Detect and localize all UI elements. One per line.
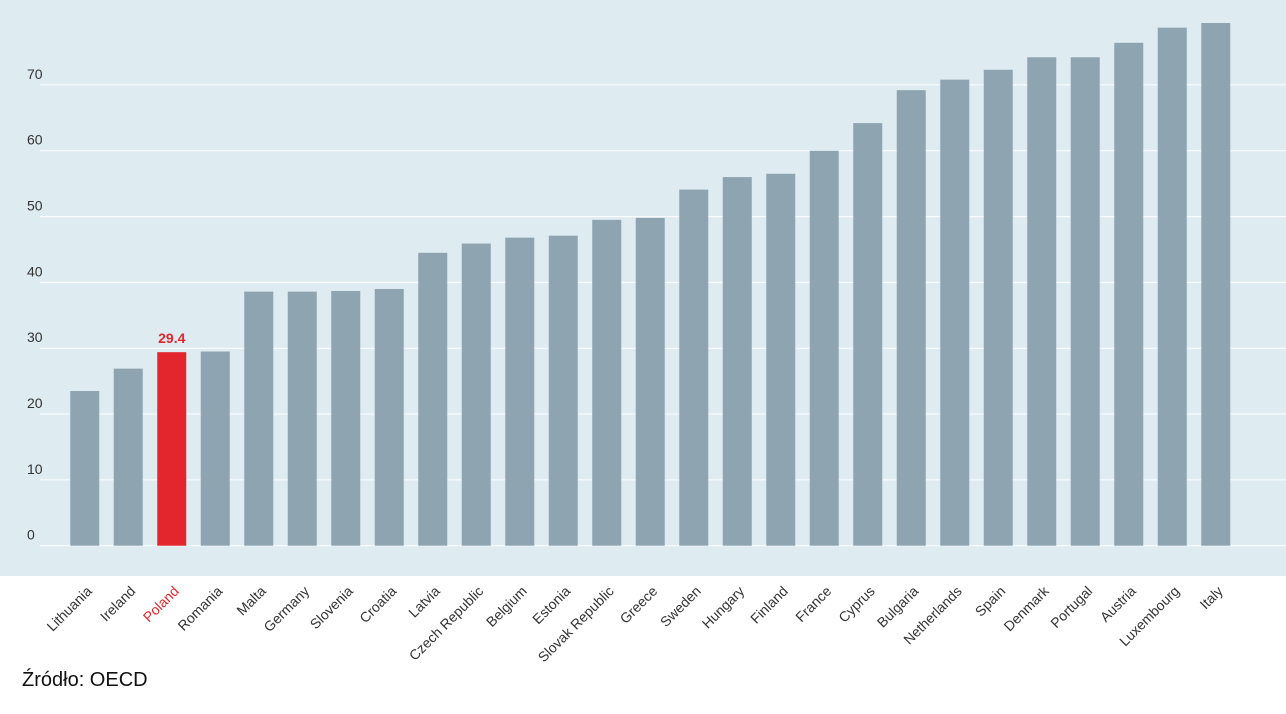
bar <box>157 352 187 546</box>
x-tick-label: Slovenia <box>307 583 356 632</box>
bar <box>853 123 883 546</box>
y-tick-label: 10 <box>27 461 43 477</box>
bar <box>505 237 535 546</box>
x-tick-label: Portugal <box>1047 583 1095 631</box>
y-tick-label: 70 <box>27 66 43 82</box>
x-tick-label: Belgium <box>483 583 530 630</box>
y-tick-label: 30 <box>27 329 43 345</box>
x-tick-label: Germany <box>260 583 312 635</box>
y-tick-label: 0 <box>27 527 35 543</box>
bar <box>1027 57 1057 546</box>
bar <box>940 79 970 546</box>
bar <box>722 177 752 546</box>
bar <box>1070 57 1100 546</box>
y-tick-label: 60 <box>27 132 43 148</box>
bar <box>983 69 1013 546</box>
x-tick-label: Greece <box>617 583 661 627</box>
bar <box>418 252 448 546</box>
bar <box>896 90 926 546</box>
bar <box>679 189 709 546</box>
x-tick-label: Latvia <box>405 583 443 621</box>
bar <box>113 368 143 546</box>
bar <box>1157 27 1187 546</box>
source-note: Źródło: OECD <box>22 668 148 691</box>
x-tick-label: Austria <box>1097 583 1139 625</box>
x-tick-label: Poland <box>140 583 182 625</box>
x-tick-label: Hungary <box>699 583 748 632</box>
bar <box>1114 42 1144 546</box>
bar <box>1201 23 1231 546</box>
x-tick-label: Finland <box>747 583 791 627</box>
bar <box>635 217 665 546</box>
x-tick-label: Italy <box>1196 583 1225 612</box>
y-tick-label: 50 <box>27 198 43 214</box>
bar <box>592 219 622 546</box>
bar <box>548 235 578 546</box>
x-tick-label: Romania <box>174 583 225 634</box>
x-tick-label: Sweden <box>657 583 704 630</box>
x-tick-label: Czech Republic <box>406 583 487 664</box>
bar <box>809 150 839 546</box>
x-tick-label: Ireland <box>97 583 139 625</box>
bar <box>331 290 361 546</box>
bar <box>374 288 404 546</box>
x-tick-label: Cyprus <box>835 583 878 626</box>
x-tick-label: Malta <box>233 583 269 619</box>
x-tick-label: France <box>792 583 834 625</box>
y-tick-label: 40 <box>27 263 43 279</box>
bar <box>766 173 796 546</box>
bar <box>200 351 230 546</box>
bar <box>461 243 491 546</box>
bar <box>244 291 274 546</box>
value-label: 29.4 <box>158 330 185 346</box>
bar <box>287 291 317 546</box>
y-tick-label: 20 <box>27 395 43 411</box>
x-tick-label: Lithuania <box>43 583 95 635</box>
x-tick-label: Spain <box>972 583 1009 620</box>
x-tick-label: Slovak Republic <box>535 583 617 665</box>
x-tick-label: Denmark <box>1000 582 1052 634</box>
bar <box>70 391 100 546</box>
x-tick-label: Croatia <box>356 583 399 626</box>
